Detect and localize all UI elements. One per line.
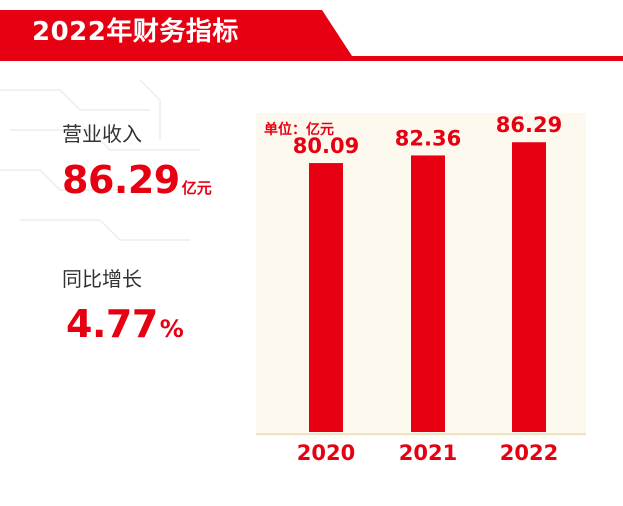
revenue-value: 86.29 亿元 [62,160,212,208]
bar-2021 [411,155,445,432]
x-tick-2021: 2021 [399,441,457,465]
x-tick-2020: 2020 [297,441,355,465]
header-title-background [0,10,352,56]
growth-number: 4.77 [66,302,158,346]
data-label-2020: 80.09 [293,134,359,158]
growth-value: 4.77% [66,304,184,352]
bar-2020 [309,163,343,432]
bar-2022 [512,142,546,433]
revenue-number: 86.29 [62,158,180,202]
decorative-lines [0,79,200,241]
page-title: 2022年财务指标 [32,17,239,47]
data-label-2022: 86.29 [496,113,562,137]
data-label-2021: 82.36 [395,126,461,150]
x-tick-2022: 2022 [500,441,558,465]
header-bar-shape [0,10,623,61]
growth-label: 同比增长 [62,267,142,291]
header-underline [0,56,623,61]
chart-unit-label: 单位：亿元 [264,121,334,138]
revenue-label: 营业收入 [62,122,142,146]
revenue-unit: 亿元 [181,179,212,197]
header-bar: 2022年财务指标 [0,0,623,64]
growth-unit: % [159,315,184,343]
